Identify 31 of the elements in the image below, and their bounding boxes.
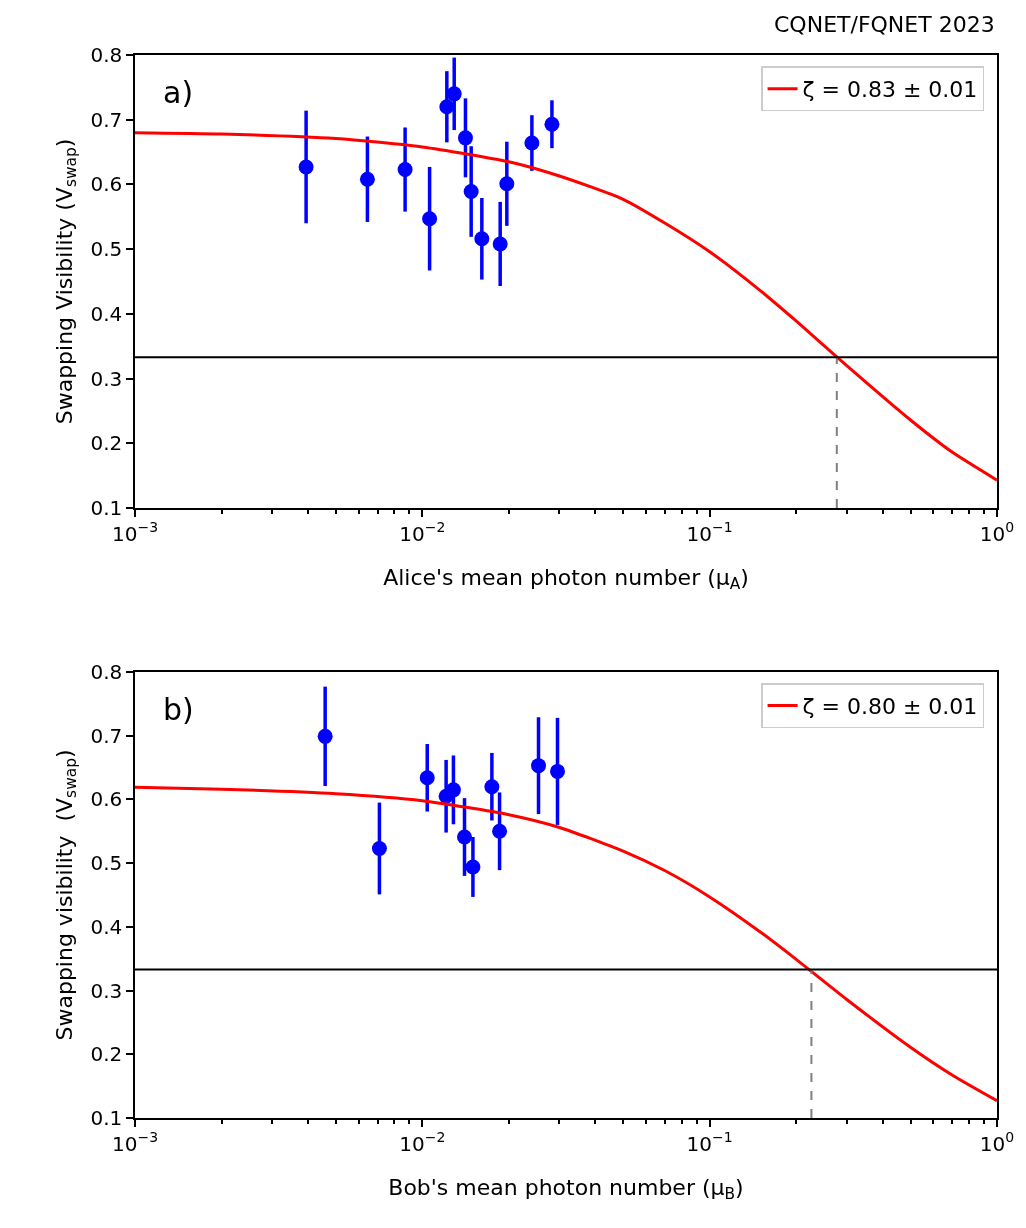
x-tick-label: 10$^{0}$ — [979, 519, 1015, 546]
y-tick-label: 0.3 — [90, 978, 123, 1003]
y-tick-label: 0.4 — [90, 301, 123, 326]
y-tick-label: 0.7 — [90, 723, 123, 748]
x-tick-label: 10$^{−1}$ — [686, 519, 733, 546]
y-tick-label: 0.5 — [90, 851, 123, 876]
y-tick-label: 0.3 — [90, 366, 123, 391]
y-tick-label: 0.4 — [90, 914, 123, 939]
legend-label: ζ = 0.83 ± 0.01 — [802, 77, 978, 103]
y-tick-label: 0.2 — [90, 431, 123, 456]
y-tick-label: 0.1 — [90, 1106, 123, 1130]
legend-label: ζ = 0.80 ± 0.01 — [802, 694, 978, 720]
y-tick-label: 0.7 — [90, 107, 123, 132]
x-tick-label: 10$^{−1}$ — [686, 1129, 733, 1156]
x-tick-label: 10$^{−3}$ — [111, 1129, 159, 1156]
y-tick-label: 0.1 — [90, 496, 123, 520]
y-tick-label: 0.8 — [90, 660, 123, 684]
x-axis-title: Bob's mean photon number (μ$_{B}$) — [388, 1174, 744, 1204]
y-tick-label: 0.6 — [90, 787, 123, 812]
x-tick-label: 10$^{0}$ — [979, 1129, 1015, 1156]
y-tick-label: 0.8 — [90, 43, 123, 67]
y-tick-label: 0.5 — [90, 237, 123, 262]
x-tick-label: 10$^{−2}$ — [399, 1129, 446, 1156]
y-tick-label: 0.6 — [90, 172, 123, 197]
x-tick-label: 10$^{−3}$ — [111, 519, 159, 546]
y-tick-label: 0.2 — [90, 1042, 123, 1067]
annotation: a) — [163, 75, 194, 110]
annotation: b) — [163, 692, 194, 727]
x-tick-label: 10$^{−2}$ — [399, 519, 446, 546]
chart-title: CQNET/FQNET 2023 — [774, 12, 995, 37]
x-axis-title: Alice's mean photon number (μ$_{A}$) — [383, 564, 749, 594]
